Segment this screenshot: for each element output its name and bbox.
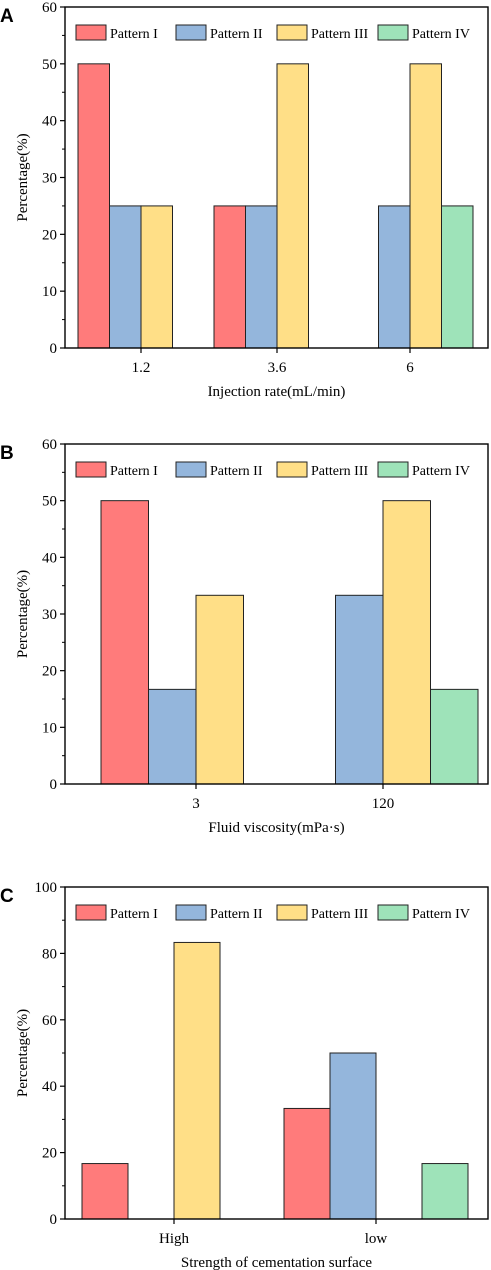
y-tick-label: 50 (42, 57, 57, 73)
bar (283, 1107, 331, 1220)
y-axis-title: Percentage(%) (15, 133, 31, 221)
legend-swatch (377, 461, 409, 478)
x-tick-label: 3 (192, 796, 200, 812)
x-tick-label: 3.6 (268, 360, 287, 376)
y-tick-label: 10 (42, 720, 57, 736)
y-tick-label: 30 (42, 171, 57, 187)
bar (77, 63, 110, 349)
bar (195, 594, 244, 785)
y-tick-label: 20 (42, 664, 57, 680)
legend-swatch (75, 24, 107, 41)
panel-letter: C (0, 886, 14, 907)
legend-label: Pattern III (311, 464, 368, 479)
bar (245, 205, 278, 349)
chart-panel-c: C 0 20 40 60 80 100 High low Strength of cementat… (0, 880, 489, 1270)
panel-letter: B (0, 443, 14, 464)
bar (409, 63, 442, 349)
x-axis-title: Injection rate(mL/min) (208, 384, 346, 400)
y-tick-label: 50 (42, 494, 57, 510)
x-tick-label: High (159, 1231, 190, 1247)
legend-label: Pattern III (311, 27, 368, 42)
y-tick-label: 20 (42, 1146, 57, 1162)
chart-panel-b: B 0 10 20 30 40 50 60 3 120 Fluid viscosity(mPa·s)… (0, 437, 489, 836)
y-tick-label: 100 (35, 880, 58, 896)
y-tick-label: 40 (42, 114, 57, 130)
legend-swatch (377, 24, 409, 41)
panel-letter: A (0, 6, 14, 27)
legend-label: Pattern II (210, 27, 263, 42)
y-axis-title: Percentage(%) (15, 1009, 31, 1097)
legend-swatch (276, 24, 308, 41)
bar (335, 594, 384, 785)
legend-swatch (276, 461, 308, 478)
y-tick-label: 40 (42, 550, 57, 566)
bar (140, 205, 173, 349)
y-tick-label: 0 (50, 777, 58, 793)
y-tick-label: 80 (42, 946, 57, 962)
legend-label: Pattern IV (412, 27, 470, 42)
y-tick-label: 60 (42, 0, 57, 16)
legend-label: Pattern II (210, 907, 263, 922)
legend-label: Pattern III (311, 907, 368, 922)
legend-swatch (175, 461, 207, 478)
x-tick-label: 120 (372, 796, 395, 812)
legend-swatch (75, 904, 107, 921)
legend-label: Pattern II (210, 464, 263, 479)
bar (382, 500, 431, 785)
bar (173, 941, 221, 1220)
bar (213, 205, 246, 349)
bar (109, 205, 142, 349)
y-tick-label: 0 (50, 341, 58, 357)
y-tick-label: 60 (42, 1013, 57, 1029)
legend-swatch (377, 904, 409, 921)
bar (441, 205, 474, 349)
bar (100, 500, 149, 785)
x-axis-title: Fluid viscosity(mPa·s) (208, 820, 344, 836)
y-tick-label: 40 (42, 1079, 57, 1095)
legend-label: Pattern I (110, 27, 158, 42)
bar (148, 688, 197, 785)
legend-label: Pattern I (110, 464, 158, 479)
y-tick-label: 0 (50, 1212, 58, 1228)
bar (81, 1163, 129, 1220)
y-axis-title: Percentage(%) (15, 570, 31, 658)
legend-label: Pattern IV (412, 464, 470, 479)
x-tick-label: low (365, 1231, 388, 1247)
legend-swatch (175, 904, 207, 921)
bar (378, 205, 411, 349)
legend-swatch (276, 904, 308, 921)
legend-label: Pattern IV (412, 907, 470, 922)
x-tick-label: 6 (406, 360, 414, 376)
legend-swatch (175, 24, 207, 41)
y-tick-label: 10 (42, 284, 57, 300)
bar (276, 63, 309, 349)
legend-swatch (75, 461, 107, 478)
bar (430, 688, 479, 785)
legend-label: Pattern I (110, 907, 158, 922)
y-tick-label: 20 (42, 227, 57, 243)
x-axis-title: Strength of cementation surface (181, 1255, 373, 1270)
y-tick-label: 60 (42, 437, 57, 453)
y-tick-label: 30 (42, 607, 57, 623)
chart-panel-a: A 0 10 20 30 40 50 60 1.2 3.6 6 Injection rate(mL/m… (0, 0, 489, 400)
bar (421, 1163, 469, 1220)
x-tick-label: 1.2 (132, 360, 151, 376)
bar (329, 1052, 377, 1220)
